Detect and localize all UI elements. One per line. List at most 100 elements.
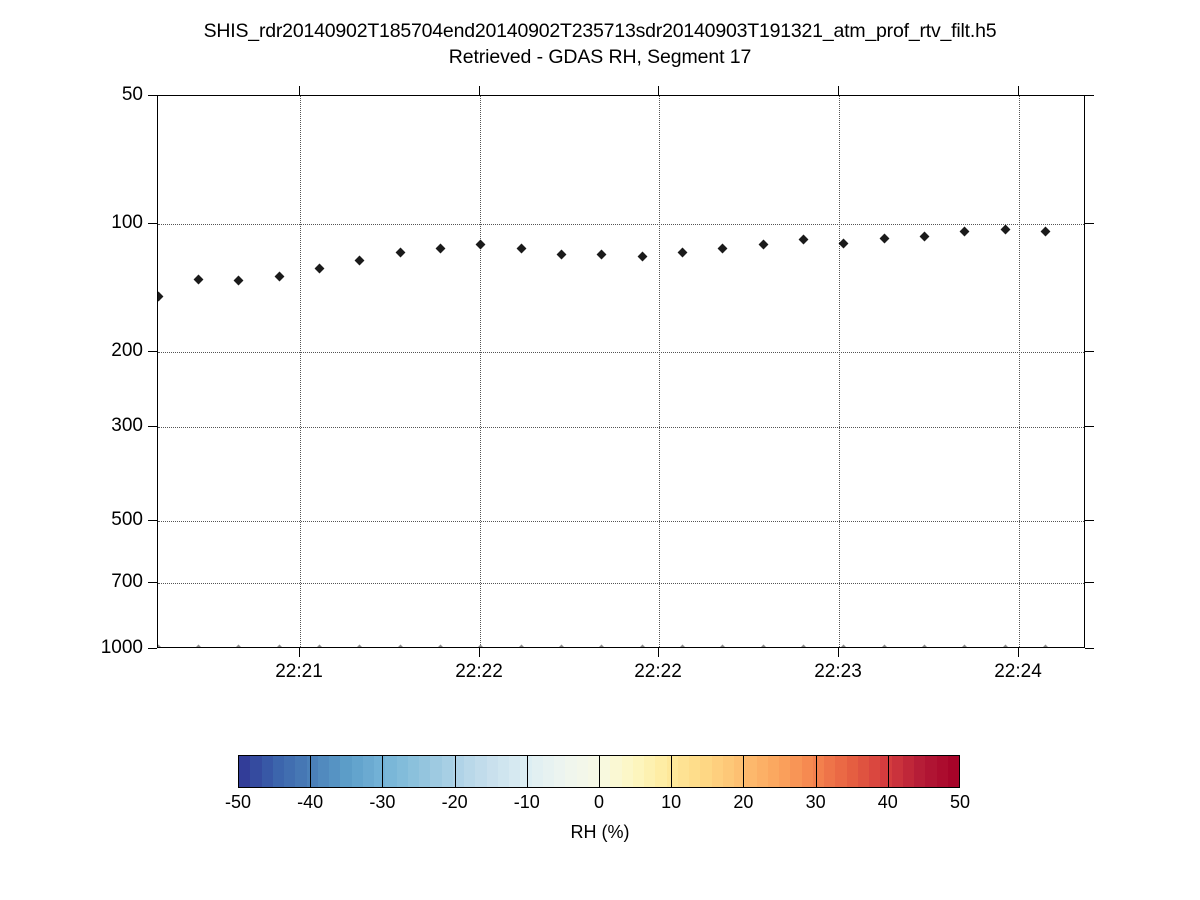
x-axis-tick bbox=[838, 648, 839, 657]
data-point bbox=[919, 644, 930, 647]
colorbar-band bbox=[340, 756, 352, 787]
data-point bbox=[1040, 644, 1051, 647]
data-point bbox=[838, 238, 849, 249]
y-axis-tick-label: 200 bbox=[111, 339, 143, 361]
gridline-vertical bbox=[300, 96, 301, 647]
colorbar-band bbox=[632, 756, 644, 787]
colorbar-band bbox=[745, 756, 757, 787]
colorbar-band bbox=[666, 756, 678, 787]
colorbar-band bbox=[846, 756, 858, 787]
colorbar-band bbox=[756, 756, 768, 787]
x-axis-tick bbox=[299, 648, 300, 657]
colorbar-tick-label: 20 bbox=[733, 792, 754, 812]
colorbar-band bbox=[880, 756, 892, 787]
colorbar-band bbox=[407, 756, 419, 787]
colorbar-band bbox=[554, 756, 566, 787]
data-points-layer bbox=[158, 96, 1084, 647]
colorbar-band bbox=[430, 756, 442, 787]
data-point bbox=[637, 644, 648, 647]
data-point bbox=[556, 644, 567, 647]
y-axis-tick bbox=[148, 222, 157, 224]
colorbar[interactable] bbox=[238, 755, 960, 788]
data-point bbox=[516, 644, 527, 647]
data-point bbox=[193, 644, 204, 647]
colorbar-tick-label: 10 bbox=[661, 792, 682, 812]
colorbar-band bbox=[835, 756, 847, 787]
data-point bbox=[758, 644, 769, 647]
colorbar-band bbox=[767, 756, 779, 787]
data-point bbox=[677, 247, 688, 258]
colorbar-band bbox=[497, 756, 509, 787]
y-axis-tick-right bbox=[1085, 582, 1094, 584]
colorbar-band bbox=[677, 756, 689, 787]
data-point bbox=[879, 233, 890, 244]
y-axis-tick bbox=[148, 648, 157, 649]
colorbar-band bbox=[250, 756, 262, 787]
colorbar-band bbox=[655, 756, 667, 787]
data-point bbox=[435, 243, 446, 254]
x-axis-tick bbox=[479, 648, 480, 657]
plot-area bbox=[157, 95, 1085, 648]
data-point bbox=[798, 234, 809, 245]
y-axis-tick bbox=[148, 582, 157, 584]
colorbar-band bbox=[362, 756, 374, 787]
data-point bbox=[1000, 224, 1011, 235]
colorbar-band bbox=[531, 756, 543, 787]
colorbar-tick-label: -50 bbox=[224, 792, 251, 812]
colorbar-band bbox=[902, 756, 914, 787]
colorbar-tick-label: 0 bbox=[593, 792, 604, 812]
colorbar-band bbox=[396, 756, 408, 787]
y-axis-tick-label: 300 bbox=[111, 414, 143, 436]
y-axis-tick-label: 50 bbox=[121, 84, 143, 105]
colorbar-band bbox=[317, 756, 329, 787]
y-axis-tick bbox=[148, 520, 157, 522]
colorbar-band bbox=[385, 756, 397, 787]
colorbar-band bbox=[914, 756, 926, 787]
x-axis-tick bbox=[658, 648, 659, 657]
colorbar-band bbox=[284, 756, 296, 787]
gridline-vertical bbox=[480, 96, 481, 647]
data-point bbox=[395, 644, 406, 647]
data-point bbox=[354, 255, 365, 266]
x-axis-tick-label: 22:21 bbox=[275, 661, 323, 682]
colorbar-band bbox=[610, 756, 622, 787]
colorbar-band bbox=[790, 756, 802, 787]
colorbar-tick-label: -30 bbox=[369, 792, 396, 812]
colorbar-tick-label: 30 bbox=[805, 792, 826, 812]
colorbar-band bbox=[779, 756, 791, 787]
colorbar-band bbox=[857, 756, 869, 787]
colorbar-tick-label: -40 bbox=[297, 792, 324, 812]
data-point bbox=[758, 239, 769, 250]
colorbar-band bbox=[947, 756, 959, 787]
colorbar-band bbox=[824, 756, 836, 787]
data-point bbox=[717, 644, 728, 647]
colorbar-band bbox=[239, 756, 251, 787]
x-axis-tick-label: 22:23 bbox=[814, 661, 862, 682]
data-point bbox=[717, 243, 728, 254]
colorbar-band bbox=[587, 756, 599, 787]
colorbar-band bbox=[295, 756, 307, 787]
y-axis-tick-right bbox=[1085, 425, 1094, 427]
gridline-horizontal bbox=[158, 583, 1084, 585]
data-point bbox=[637, 251, 648, 262]
gridline-vertical bbox=[659, 96, 660, 647]
gridlines bbox=[158, 96, 1084, 647]
gridline-horizontal bbox=[158, 351, 1084, 353]
colorbar-band bbox=[801, 756, 813, 787]
y-axis-tick-right bbox=[1085, 222, 1094, 224]
y-axis-tick-right bbox=[1085, 95, 1094, 96]
chart-title-subtitle: Retrieved - GDAS RH, Segment 17 bbox=[448, 46, 752, 68]
x-axis-tick-top bbox=[299, 86, 300, 95]
x-axis-tick-top bbox=[658, 86, 659, 95]
gridline-horizontal bbox=[158, 426, 1084, 428]
x-axis-tick-top bbox=[479, 86, 480, 95]
data-point bbox=[395, 247, 406, 258]
x-axis-tick bbox=[1018, 648, 1019, 657]
colorbar-band bbox=[869, 756, 881, 787]
data-point bbox=[435, 644, 446, 647]
colorbar-tick-label: 50 bbox=[949, 792, 971, 812]
x-axis-tick-label: 22:22 bbox=[634, 661, 682, 682]
y-axis-tick-label: 100 bbox=[111, 211, 143, 233]
chart-title-filename: SHIS_rdr20140902T185704end20140902T23571… bbox=[203, 20, 997, 42]
colorbar-band bbox=[925, 756, 937, 787]
